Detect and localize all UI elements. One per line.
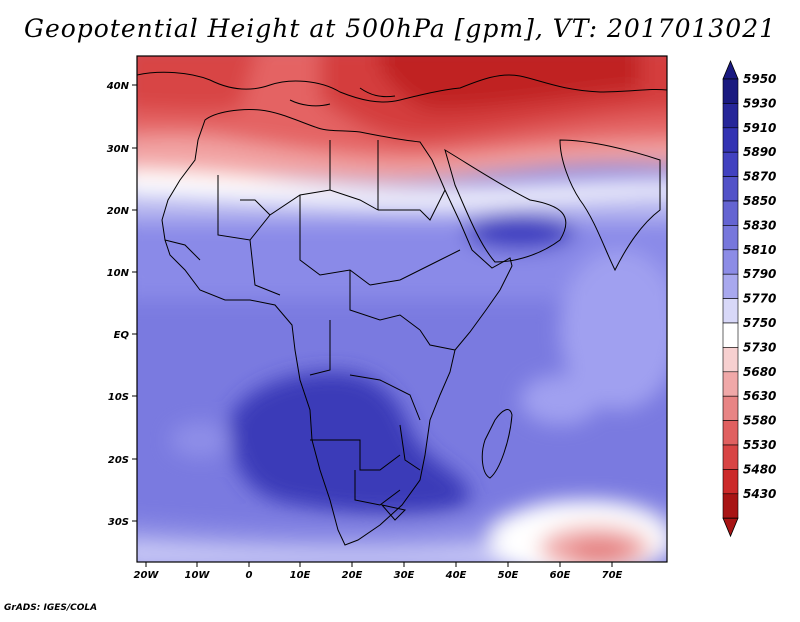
colorbar-level-label: 5530	[743, 438, 776, 452]
colorbar-swatch	[722, 444, 739, 470]
y-tick-label: 10S	[108, 392, 129, 403]
y-tick-label: 20N	[107, 206, 130, 217]
y-tick-label: 10N	[107, 268, 130, 279]
colorbar-level-label: 5770	[743, 292, 776, 306]
colorbar-level-label: 5630	[743, 389, 776, 403]
colorbar-level-label: 5480	[743, 462, 776, 476]
colorbar-level-label: 5890	[743, 145, 776, 159]
colorbar-swatch	[722, 347, 739, 373]
colorbar-level-label: 5680	[743, 365, 776, 379]
colorbar-legend: 5950 5930 5910 5890 5870 5850 5830 5810 5790 5770…	[722, 59, 776, 538]
colorbar-level-label: 5790	[743, 267, 776, 281]
colorbar-swatch	[722, 200, 739, 226]
colorbar-swatch	[722, 371, 739, 397]
colorbar-level-label: 5930	[743, 96, 776, 110]
colorbar-level-label: 5810	[743, 243, 776, 257]
colorbar-swatch	[722, 273, 739, 299]
colorbar-swatch	[722, 78, 739, 104]
plot-frame	[136, 55, 668, 563]
x-tick-label: 40E	[445, 570, 467, 581]
colorbar-level-label: 5850	[743, 194, 776, 208]
colorbar-swatch	[722, 469, 739, 495]
map-title: Geopotential Height at 500hPa [gpm], VT:…	[23, 14, 777, 43]
colorbar-swatch	[722, 151, 739, 177]
x-tick-label: 20E	[342, 570, 363, 581]
x-tick-label: 20W	[134, 570, 160, 581]
colorbar-level-label: 5870	[743, 170, 776, 184]
colorbar-level-label: 5430	[743, 487, 776, 501]
colorbar-swatch	[722, 298, 739, 324]
colorbar-bottom-arrow	[722, 517, 739, 538]
colorbar-level-label: 5950	[743, 72, 776, 86]
x-tick-label: 10W	[185, 570, 211, 581]
y-tick-label: 30S	[108, 517, 129, 528]
x-axis: 20W 10W 0 10E 20E 30E 40E 50E 60E 70E	[134, 562, 623, 581]
y-tick-label: EQ	[114, 330, 130, 341]
colorbar-level-label: 5830	[743, 218, 776, 232]
colorbar-swatch	[722, 395, 739, 421]
colorbar-level-label: 5580	[743, 414, 776, 428]
colorbar-swatch	[722, 322, 739, 348]
x-tick-label: 50E	[498, 570, 519, 581]
colorbar-swatch	[722, 176, 739, 202]
colorbar-swatch	[722, 420, 739, 446]
x-tick-label: 0	[246, 570, 253, 581]
colorbar-swatch	[722, 103, 739, 129]
colorbar-swatch	[722, 225, 739, 251]
x-tick-label: 30E	[394, 570, 415, 581]
y-tick-label: 40N	[106, 81, 130, 92]
colorbar-level-label: 5750	[743, 316, 776, 330]
colorbar-level-label: 5730	[743, 340, 776, 354]
grads-credit: GrADS: IGES/COLA	[4, 603, 98, 613]
x-tick-label: 70E	[602, 570, 623, 581]
colorbar-top-arrow	[722, 59, 739, 80]
colorbar-level-label: 5910	[743, 121, 776, 135]
geopotential-field	[137, 56, 667, 562]
y-tick-label: 30N	[107, 144, 130, 155]
colorbar-swatch	[722, 493, 739, 519]
colorbar-swatch	[722, 249, 739, 275]
y-tick-label: 20S	[108, 455, 129, 466]
x-tick-label: 60E	[550, 570, 571, 581]
coastlines	[137, 71, 667, 546]
y-axis: 40N 30N 20N 10N EQ 10S 20S 30S	[106, 81, 137, 528]
colorbar-swatch	[722, 127, 739, 153]
x-tick-label: 10E	[290, 570, 311, 581]
